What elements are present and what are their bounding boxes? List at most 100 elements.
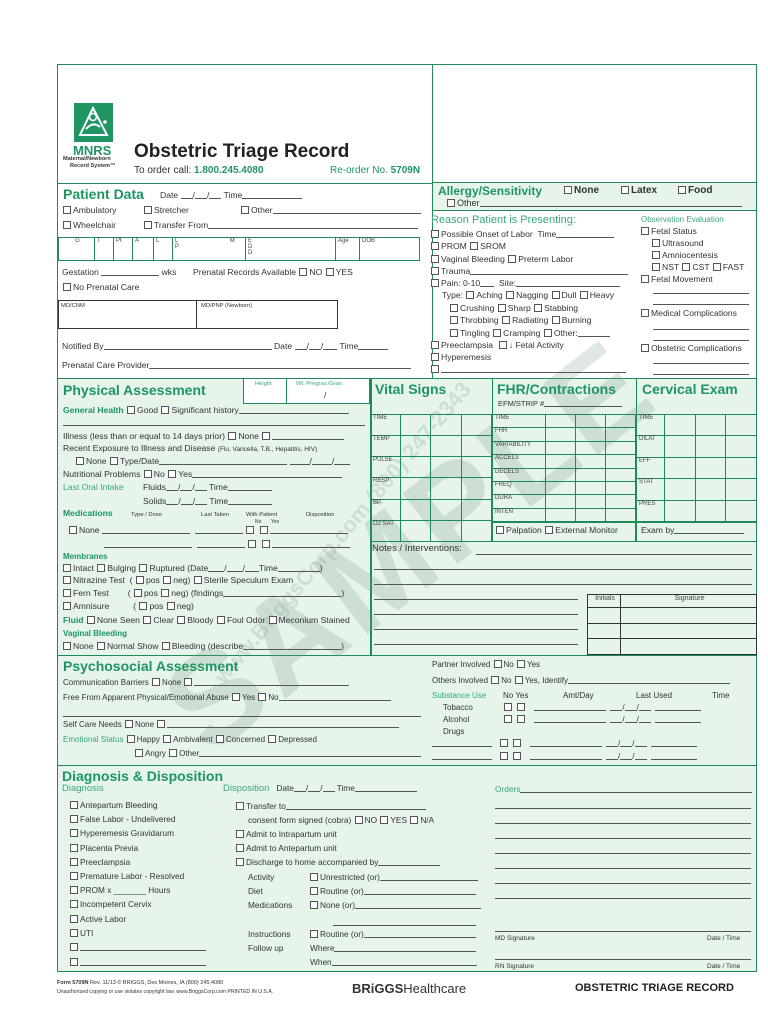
- md-signature-line[interactable]: [495, 931, 751, 932]
- orders-line[interactable]: [495, 883, 751, 884]
- transfer-from-checkbox[interactable]: Transfer From: [143, 220, 419, 231]
- bleeding-describe-checkbox[interactable]: Bleeding (describe: [161, 641, 243, 651]
- efm-field[interactable]: [544, 398, 623, 407]
- discharge-checkbox[interactable]: Discharge to home accompanied by: [235, 857, 441, 868]
- allergy-other-checkbox[interactable]: Other: [446, 198, 742, 209]
- entry-cell[interactable]: [694, 499, 727, 523]
- gestation-field[interactable]: [101, 267, 160, 276]
- allergy-food-checkbox[interactable]: Food: [677, 185, 712, 196]
- allergy-latex-checkbox[interactable]: Latex: [620, 185, 657, 196]
- stabbing-checkbox[interactable]: Stabbing: [533, 303, 578, 313]
- clear-checkbox[interactable]: Clear: [142, 615, 174, 625]
- orders-line[interactable]: [495, 898, 751, 899]
- concerned-checkbox[interactable]: Concerned: [215, 735, 265, 744]
- bulging-checkbox[interactable]: Bulging: [96, 563, 136, 573]
- substance-row[interactable]: / /: [432, 751, 697, 762]
- hyperemesis-checkbox[interactable]: Hyperemesis: [430, 352, 491, 363]
- self-care-none-checkbox[interactable]: None: [124, 720, 154, 729]
- comm-other-checkbox[interactable]: [184, 678, 193, 686]
- type-date-checkbox[interactable]: Type/Date: [109, 456, 159, 466]
- partner-yes-checkbox[interactable]: Yes: [516, 660, 540, 669]
- meconium-checkbox[interactable]: Meconium Stained: [268, 615, 350, 625]
- entry-cell[interactable]: [575, 413, 606, 429]
- fern-checkbox[interactable]: Fern Test: [62, 588, 109, 598]
- medications-none-checkbox[interactable]: None: [68, 525, 100, 535]
- consent-yes-checkbox[interactable]: YES: [379, 815, 407, 825]
- med-yes-checkbox[interactable]: [259, 526, 268, 534]
- burning-checkbox[interactable]: Burning: [551, 315, 591, 325]
- age-cell[interactable]: Age: [335, 237, 360, 261]
- other-checkbox[interactable]: Other: [240, 205, 421, 216]
- entry-cell[interactable]: [545, 440, 576, 456]
- amnisure-checkbox[interactable]: Amnisure: [62, 601, 109, 611]
- consent-no-checkbox[interactable]: NO: [354, 815, 377, 825]
- diagnosis-checkbox[interactable]: Antepartum Bleeding: [69, 800, 158, 811]
- t-cell[interactable]: T: [94, 237, 114, 261]
- prenatal-no-checkbox[interactable]: NO: [298, 267, 322, 277]
- entry-cell[interactable]: [725, 456, 757, 480]
- lmp-cell[interactable]: L M P: [172, 237, 246, 261]
- notes-line[interactable]: [374, 629, 578, 630]
- entry-cell[interactable]: [575, 454, 606, 469]
- entry-cell[interactable]: [430, 477, 462, 500]
- admit-intrapartum-checkbox[interactable]: Admit to Intrapartum unit: [235, 829, 337, 840]
- entry-cell[interactable]: [605, 413, 636, 429]
- orders-line[interactable]: [495, 823, 751, 824]
- entry-cell[interactable]: [430, 413, 462, 437]
- illness-none-checkbox[interactable]: None: [227, 431, 259, 441]
- notes-line[interactable]: [374, 584, 752, 585]
- nitrazine-neg-checkbox[interactable]: neg): [162, 575, 190, 585]
- notes-line[interactable]: [374, 599, 578, 600]
- fetal-movement-checkbox[interactable]: Fetal Movement: [640, 274, 713, 285]
- comm-none-checkbox[interactable]: None: [151, 678, 181, 687]
- entry-cell[interactable]: [725, 478, 757, 501]
- entry-cell[interactable]: [399, 435, 432, 458]
- entry-cell[interactable]: [430, 498, 462, 521]
- entry-cell[interactable]: [694, 435, 727, 458]
- entry-cell[interactable]: [725, 499, 757, 523]
- diagnosis-checkbox[interactable]: False Labor - Undelivered: [69, 814, 175, 825]
- prenatal-yes-checkbox[interactable]: YES: [325, 267, 353, 277]
- self-care-other-checkbox[interactable]: [157, 720, 166, 728]
- md-cnm-field[interactable]: MD/CNM: [58, 300, 197, 329]
- entry-cell[interactable]: [694, 413, 727, 437]
- normal-show-checkbox[interactable]: Normal Show: [96, 641, 159, 651]
- entry-cell[interactable]: [545, 494, 576, 509]
- srom-checkbox[interactable]: SROM: [469, 241, 506, 251]
- illness-other-checkbox[interactable]: [262, 432, 271, 440]
- med-no-checkbox[interactable]: [248, 540, 257, 548]
- unrestricted-checkbox[interactable]: Unrestricted (or): [309, 872, 478, 883]
- entry-cell[interactable]: [664, 413, 696, 437]
- nitrazine-checkbox[interactable]: Nitrazine Test: [62, 575, 125, 585]
- orders-line[interactable]: [495, 868, 751, 869]
- heavy-checkbox[interactable]: Heavy: [579, 290, 614, 300]
- obstetric-complications-checkbox[interactable]: Obstetric Complications: [640, 343, 742, 354]
- pain-other-checkbox[interactable]: Other:: [543, 328, 578, 338]
- ambulatory-checkbox[interactable]: Ambulatory: [62, 205, 116, 216]
- fast-checkbox[interactable]: FAST: [712, 262, 744, 272]
- entry-cell[interactable]: [399, 413, 432, 437]
- onset-checkbox[interactable]: Possible Onset of Labor: [430, 229, 533, 239]
- bloody-checkbox[interactable]: Bloody: [176, 615, 214, 625]
- entry-cell[interactable]: [605, 440, 636, 456]
- ruptured-checkbox[interactable]: Ruptured: [138, 563, 185, 573]
- foul-odor-checkbox[interactable]: Foul Odor: [216, 615, 265, 625]
- entry-cell[interactable]: [605, 454, 636, 469]
- nutritional-yes-checkbox[interactable]: Yes: [167, 469, 192, 479]
- trauma-checkbox[interactable]: Trauma: [430, 266, 629, 277]
- aching-checkbox[interactable]: Aching: [465, 290, 503, 300]
- entry-cell[interactable]: [575, 507, 606, 523]
- med-no-checkbox[interactable]: [246, 526, 255, 534]
- diagnosis-checkbox[interactable]: UTI: [69, 928, 93, 939]
- palpation-checkbox[interactable]: Palpation: [495, 525, 542, 535]
- amnisure-pos-checkbox[interactable]: pos: [138, 601, 163, 611]
- entry-cell[interactable]: [605, 507, 636, 523]
- crushing-checkbox[interactable]: Crushing: [449, 303, 494, 313]
- entry-cell[interactable]: [460, 435, 493, 458]
- diagnosis-checkbox[interactable]: Preeclampsia: [69, 857, 130, 868]
- bleeding-none-checkbox[interactable]: None: [62, 641, 94, 651]
- dull-checkbox[interactable]: Dull: [551, 290, 576, 300]
- medical-complications-checkbox[interactable]: Medical Complications: [640, 308, 737, 319]
- throbbing-checkbox[interactable]: Throbbing: [449, 315, 499, 325]
- entry-cell[interactable]: [460, 477, 493, 500]
